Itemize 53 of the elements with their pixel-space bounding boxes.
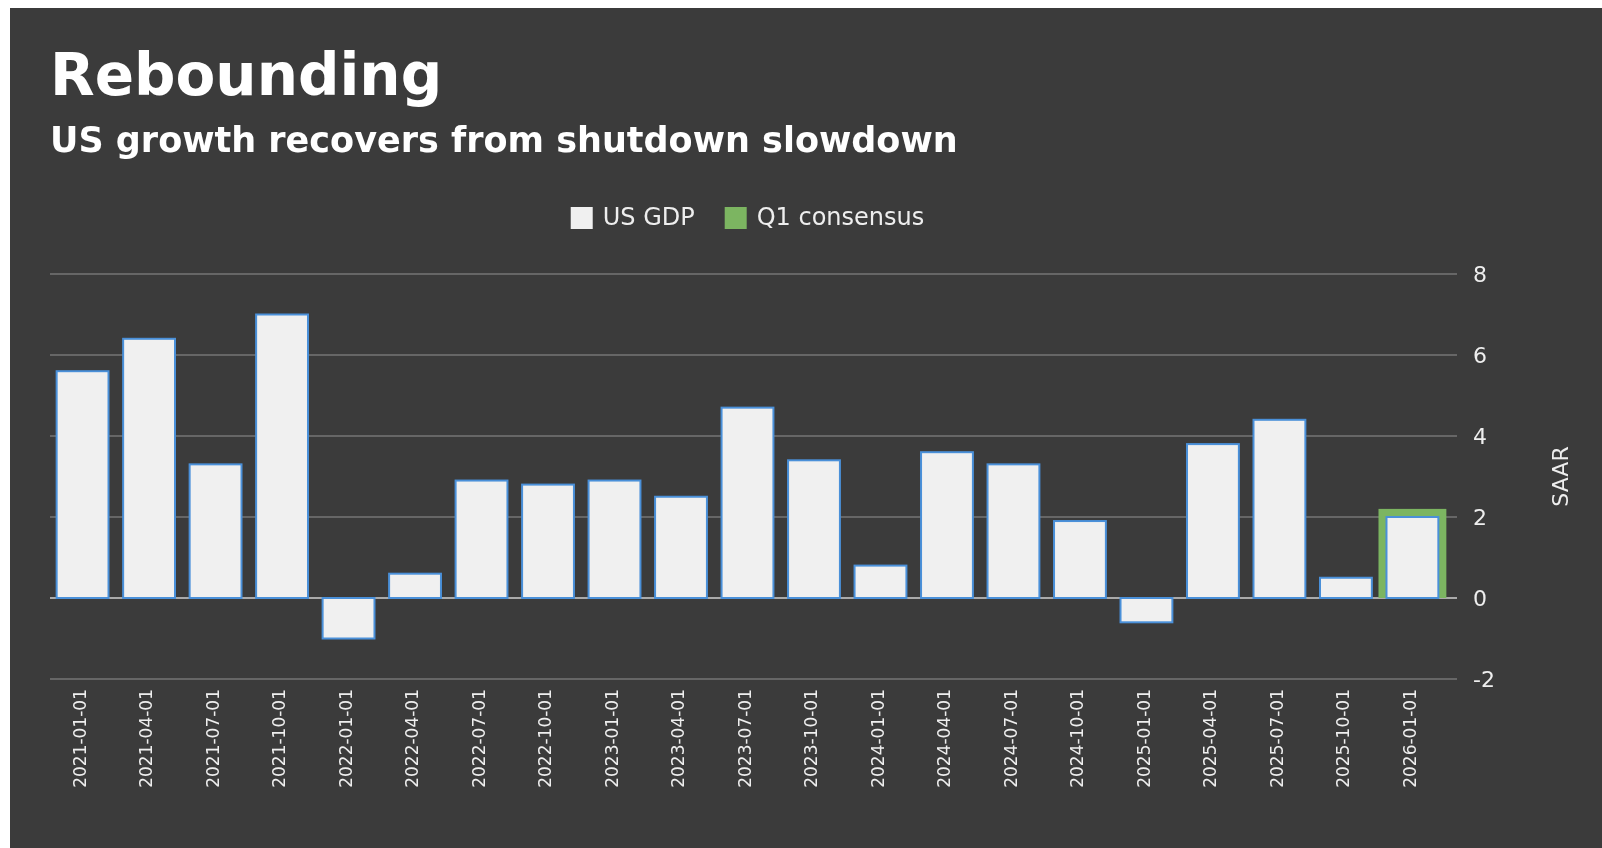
x-tick-label: 2022-07-01 xyxy=(468,689,489,788)
bar xyxy=(1186,443,1240,599)
legend-label: Q1 consensus xyxy=(756,203,925,231)
y-axis-title: SAAR xyxy=(1548,446,1573,507)
bar xyxy=(1252,418,1307,599)
bar xyxy=(55,370,110,599)
bar xyxy=(654,495,708,599)
x-tick-label: 2023-04-01 xyxy=(668,689,689,788)
bar xyxy=(1053,520,1107,599)
x-tick-label: 2021-10-01 xyxy=(269,689,290,788)
y-tick-label: 8 xyxy=(1473,261,1487,287)
bar xyxy=(188,463,243,599)
bar xyxy=(853,564,908,599)
bar xyxy=(1319,576,1373,599)
x-tick-label: 2022-10-01 xyxy=(535,689,556,788)
y-tick-label: 2 xyxy=(1473,504,1487,530)
bar xyxy=(454,479,509,599)
bar xyxy=(521,483,575,599)
chart-title: Rebounding xyxy=(50,41,443,109)
x-tick-label: 2025-04-01 xyxy=(1200,689,1221,788)
bar xyxy=(920,451,974,599)
bar xyxy=(388,572,442,599)
y-tick-label: 4 xyxy=(1473,423,1487,449)
x-tick-label: 2024-07-01 xyxy=(1000,689,1021,788)
y-tick-label: 6 xyxy=(1473,342,1487,368)
x-tick-label: 2024-01-01 xyxy=(867,689,888,788)
x-tick-label: 2025-07-01 xyxy=(1266,689,1287,788)
x-tick-label: 2026-01-01 xyxy=(1399,689,1420,788)
x-tick-label: 2021-07-01 xyxy=(202,689,223,788)
chart-subtitle: US growth recovers from shutdown slowdown xyxy=(50,120,958,160)
x-tick-label: 2023-01-01 xyxy=(601,689,622,788)
bar xyxy=(587,479,642,599)
x-tick-label: 2021-04-01 xyxy=(136,689,157,788)
bar xyxy=(986,463,1041,599)
bar xyxy=(321,597,376,640)
x-tick-label: 2022-04-01 xyxy=(402,689,423,788)
bar xyxy=(1385,516,1440,599)
x-tick-label: 2022-01-01 xyxy=(335,689,356,788)
bar xyxy=(122,337,176,599)
bar xyxy=(255,313,309,599)
bar xyxy=(1119,597,1174,624)
x-tick-label: 2021-01-01 xyxy=(69,689,90,788)
x-tick-label: 2025-10-01 xyxy=(1333,689,1354,788)
y-tick-label: -2 xyxy=(1473,666,1495,692)
legend-label: US GDP xyxy=(602,203,695,231)
x-tick-label: 2024-10-01 xyxy=(1067,689,1088,788)
x-tick-label: 2024-04-01 xyxy=(934,689,955,788)
bar xyxy=(787,459,841,599)
bar xyxy=(720,406,775,599)
x-tick-label: 2023-10-01 xyxy=(801,689,822,788)
x-tick-label: 2025-01-01 xyxy=(1133,689,1154,788)
y-tick-label: 0 xyxy=(1473,585,1487,611)
x-tick-label: 2023-07-01 xyxy=(734,689,755,788)
